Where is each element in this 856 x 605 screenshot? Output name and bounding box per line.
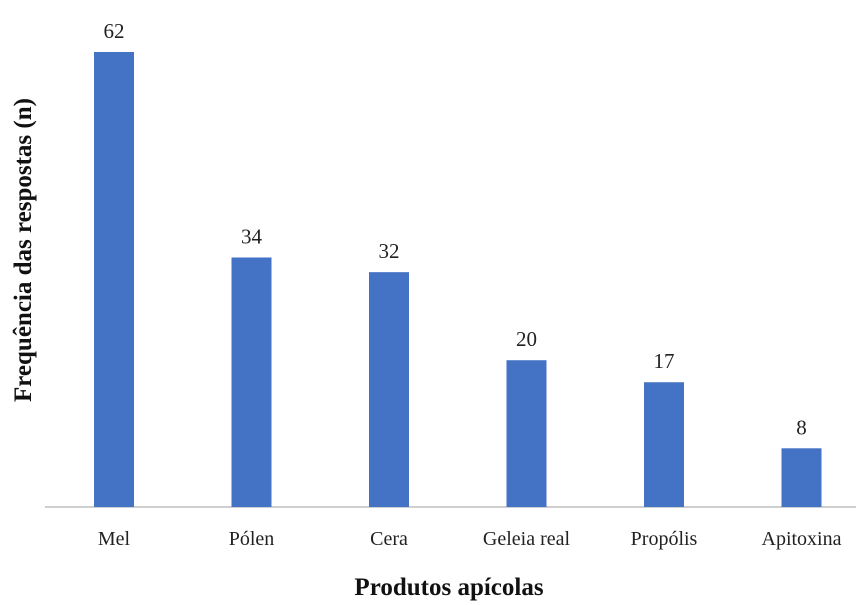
y-axis-title: Frequência das respostas (n) [10,98,37,402]
data-labels-group: 62 34 32 20 17 8 [104,19,807,439]
x-axis-title: Produtos apícolas [354,574,543,601]
data-label-1: 34 [241,224,263,248]
x-tick-label-1: Pólen [229,528,275,550]
bar-0 [94,52,134,507]
x-tick-label-3: Geleia real [483,528,571,550]
x-tick-label-5: Apitoxina [762,528,842,550]
bar-3 [506,360,547,507]
x-tick-label-2: Cera [370,528,408,550]
bars-group [94,52,822,507]
data-label-5: 8 [796,415,807,439]
bar-5 [781,448,822,507]
bar-1 [231,257,272,507]
x-tick-labels-group: Mel Pólen Cera Geleia real Propólis Apitoxina [98,528,842,550]
data-label-4: 17 [654,349,675,373]
bar-4 [644,382,684,507]
data-label-2: 32 [379,239,400,263]
data-label-3: 20 [516,327,537,351]
bar-2 [369,272,409,507]
data-label-0: 62 [104,19,125,43]
x-tick-label-0: Mel [98,528,131,550]
x-tick-label-4: Propólis [631,528,698,550]
